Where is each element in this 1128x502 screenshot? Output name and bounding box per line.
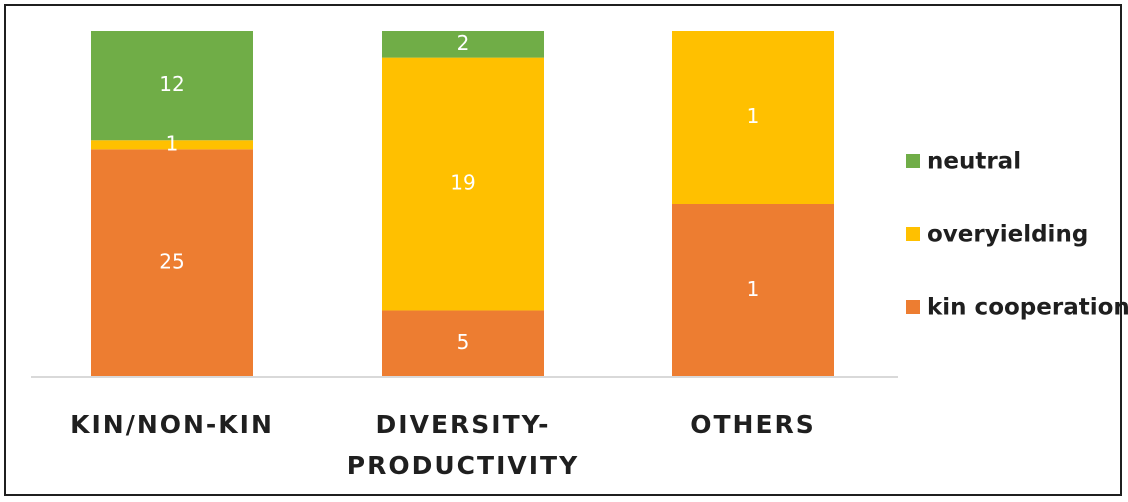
bar-segment-kin-cooperation-1 <box>382 310 544 377</box>
legend-swatch-kin-cooperation <box>906 300 920 314</box>
legend-swatch-overyielding <box>906 227 920 241</box>
bar-segment-overyielding-0 <box>91 140 253 150</box>
legend-item-overyielding: overyielding <box>906 222 1088 248</box>
legend-swatch-neutral <box>906 154 920 168</box>
category-labels-layer: KIN/NON-KIN DIVERSITY-PRODUCTIVITY OTHERS <box>70 410 816 480</box>
legend: neutral overyielding kin cooperation <box>906 149 1128 321</box>
legend-label-neutral: neutral <box>927 149 1021 175</box>
bar-segment-kin-cooperation-2 <box>672 204 834 377</box>
legend-label-overyielding: overyielding <box>927 222 1088 248</box>
data-label-neutral-0: 12 <box>159 72 184 96</box>
data-label-neutral-1: 2 <box>457 31 470 55</box>
data-label-kin-cooperation-1: 5 <box>457 330 470 354</box>
bar-segment-neutral-1 <box>382 31 544 58</box>
bar-segment-neutral-0 <box>91 31 253 141</box>
data-label-overyielding-1: 19 <box>450 171 475 195</box>
bars-layer <box>91 31 834 377</box>
legend-label-kin-cooperation: kin cooperation <box>927 295 1128 321</box>
data-label-overyielding-2: 1 <box>747 104 760 128</box>
legend-item-neutral: neutral <box>906 149 1021 175</box>
data-label-kin-cooperation-0: 25 <box>159 250 184 274</box>
x-tick-label-2: OTHERS <box>690 410 816 439</box>
bar-segment-overyielding-2 <box>672 31 834 204</box>
data-label-kin-cooperation-2: 1 <box>747 277 760 301</box>
data-label-overyielding-0: 1 <box>166 131 179 155</box>
x-tick-label-1: DIVERSITY-PRODUCTIVITY <box>347 410 579 480</box>
bar-segment-overyielding-1 <box>382 57 544 311</box>
x-tick-label-0: KIN/NON-KIN <box>70 410 274 439</box>
segment-labels-layer: 25 1 12 5 19 2 1 1 <box>159 31 759 354</box>
legend-item-kin-cooperation: kin cooperation <box>906 295 1128 321</box>
bar-segment-kin-cooperation-0 <box>91 149 253 377</box>
